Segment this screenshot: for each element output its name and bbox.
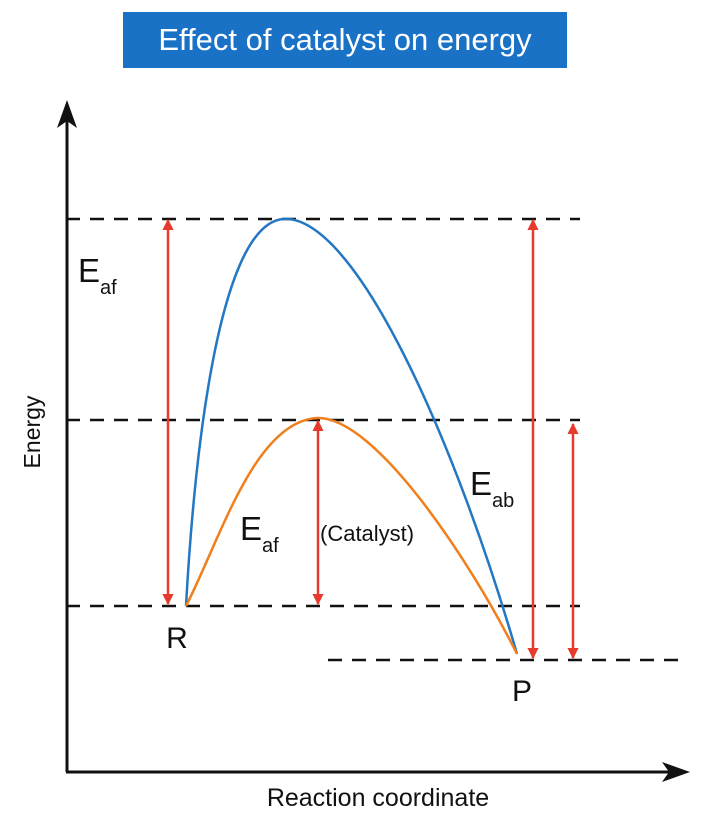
reactant-label: R	[166, 622, 188, 655]
y-axis-label: Energy	[19, 395, 45, 468]
product-label: P	[512, 675, 532, 708]
catalyzed-curve	[184, 416, 519, 655]
x-axis-label: Reaction coordinate	[267, 784, 489, 812]
label-eab-main: E	[470, 465, 492, 502]
label-eaf-uncatalyzed-sub: af	[100, 277, 117, 299]
label-eab: Eab	[470, 465, 514, 512]
uncatalyzed-curve	[184, 217, 519, 655]
label-eab-sub: ab	[492, 490, 514, 512]
label-eaf-catalyzed-sub: af	[262, 535, 279, 557]
y-axis-arrowhead	[57, 100, 77, 128]
x-axis-arrowhead	[662, 762, 690, 782]
label-eaf-catalyzed: Eaf	[240, 510, 279, 557]
title-banner: Effect of catalyst on energy	[123, 12, 567, 68]
diagram-title: Effect of catalyst on energy	[158, 22, 532, 57]
label-eaf-uncatalyzed-main: E	[78, 252, 100, 289]
label-catalyst: (Catalyst)	[320, 521, 414, 546]
label-eaf-uncatalyzed: Eaf	[78, 252, 117, 299]
label-eaf-catalyzed-main: E	[240, 510, 262, 547]
